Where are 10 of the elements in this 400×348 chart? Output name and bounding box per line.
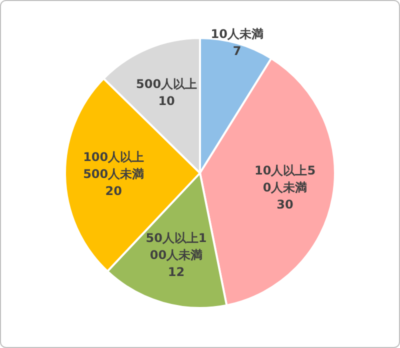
data-label: 20	[105, 184, 122, 198]
slice-label: 100人以上500人未満	[83, 150, 144, 181]
slice-label: 50人以上100人未満	[146, 231, 207, 262]
data-label: 30	[276, 198, 294, 212]
data-label: 10	[158, 94, 175, 108]
data-label: 7	[232, 44, 242, 58]
slice-label: 10人未満	[210, 26, 264, 41]
slice-label: 500人以上	[136, 76, 198, 91]
slice-label: 10人以上50人未満	[254, 164, 316, 195]
data-label: 12	[168, 265, 185, 280]
